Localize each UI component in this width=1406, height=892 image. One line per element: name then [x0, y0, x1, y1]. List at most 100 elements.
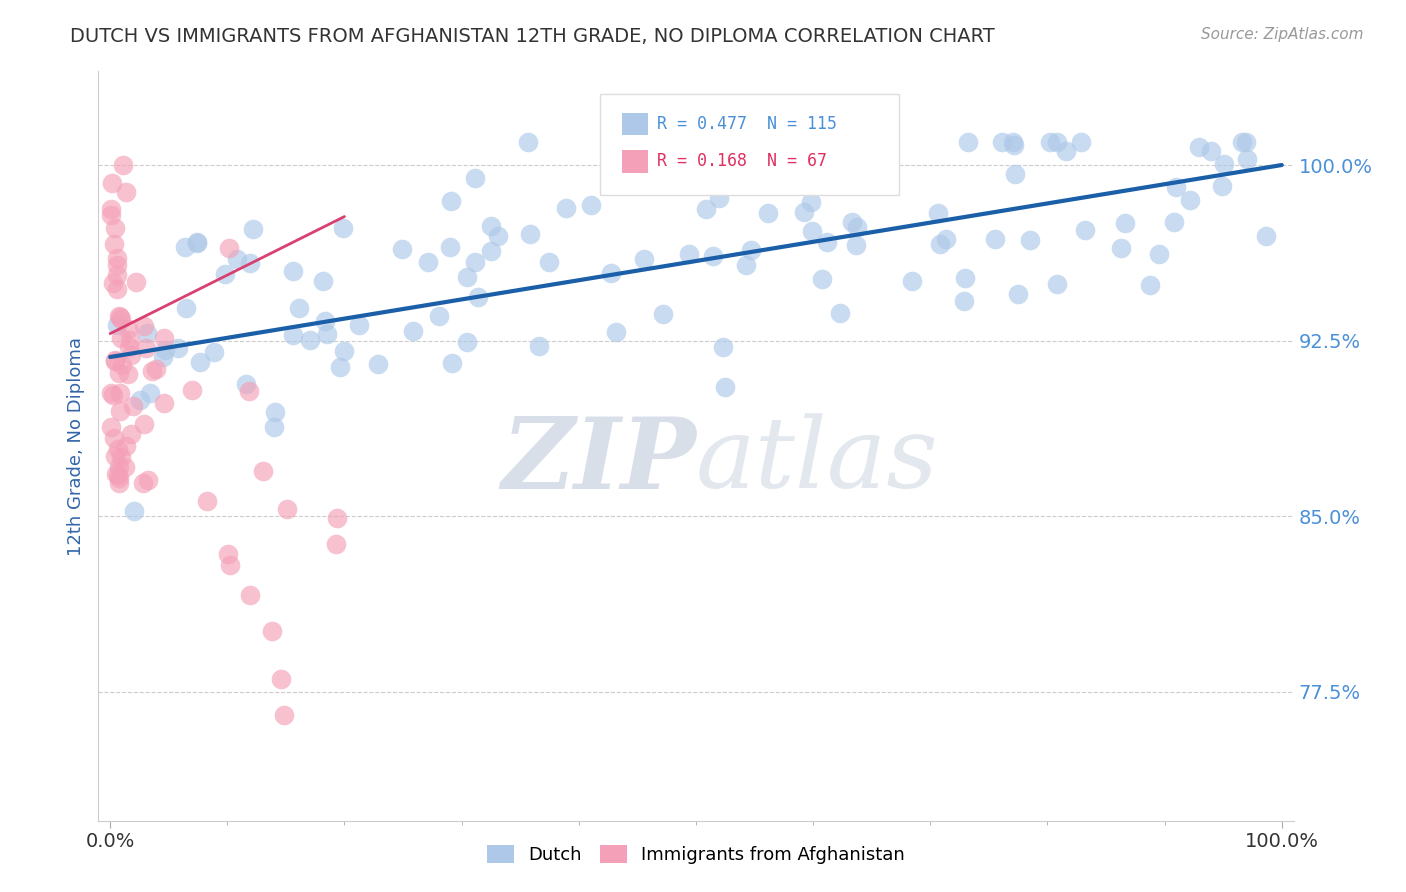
Point: [1007, 286, 1029, 301]
Point: [845, 238, 868, 252]
Y-axis label: 12th Grade, No Diploma: 12th Grade, No Diploma: [66, 336, 84, 556]
Point: [239, 588, 262, 602]
Point: [186, 235, 208, 249]
Point: [325, 537, 347, 551]
Point: [579, 198, 602, 212]
Point: [218, 241, 240, 255]
Point: [135, 341, 157, 355]
Point: [117, 322, 139, 336]
Point: [281, 264, 304, 278]
Point: [402, 324, 425, 338]
Point: [953, 293, 976, 308]
Point: [756, 206, 779, 220]
Point: [740, 244, 762, 258]
Point: [235, 377, 257, 392]
Point: [122, 399, 145, 413]
Point: [118, 340, 141, 354]
Point: [815, 235, 838, 249]
Point: [367, 357, 389, 371]
Point: [132, 475, 155, 490]
Point: [633, 252, 655, 267]
Point: [152, 350, 174, 364]
Point: [225, 252, 247, 266]
Point: [105, 318, 128, 332]
Point: [107, 459, 129, 474]
Point: [110, 330, 132, 344]
Point: [1164, 179, 1187, 194]
FancyBboxPatch shape: [600, 94, 900, 195]
Point: [217, 547, 239, 561]
Point: [709, 191, 731, 205]
Point: [145, 362, 167, 376]
Point: [711, 340, 734, 354]
Point: [441, 356, 464, 370]
Point: [276, 501, 298, 516]
Point: [252, 464, 274, 478]
Point: [517, 135, 540, 149]
Point: [110, 450, 132, 464]
Point: [928, 236, 950, 251]
Point: [1002, 135, 1025, 149]
Point: [1019, 233, 1042, 247]
Point: [141, 364, 163, 378]
Point: [1147, 247, 1170, 261]
Point: [332, 221, 354, 235]
Point: [120, 427, 142, 442]
Point: [1188, 140, 1211, 154]
Point: [152, 395, 174, 409]
Point: [108, 310, 131, 324]
Point: [702, 249, 724, 263]
Point: [1139, 278, 1161, 293]
Point: [118, 334, 141, 348]
Text: R = 0.168  N = 67: R = 0.168 N = 67: [657, 153, 827, 170]
Point: [195, 494, 218, 508]
Point: [202, 344, 225, 359]
Point: [139, 385, 162, 400]
Point: [614, 170, 637, 185]
Point: [605, 325, 627, 339]
Point: [238, 384, 260, 398]
Point: [107, 470, 129, 484]
Point: [101, 176, 124, 190]
Point: [1256, 228, 1278, 243]
Point: [467, 290, 489, 304]
Text: DUTCH VS IMMIGRANTS FROM AFGHANISTAN 12TH GRADE, NO DIPLOMA CORRELATION CHART: DUTCH VS IMMIGRANTS FROM AFGHANISTAN 12T…: [70, 27, 995, 45]
Point: [239, 256, 262, 270]
Point: [695, 202, 717, 216]
Point: [270, 672, 292, 686]
Point: [811, 271, 834, 285]
Point: [830, 305, 852, 319]
Point: [273, 708, 295, 723]
Point: [554, 202, 576, 216]
Point: [111, 358, 134, 372]
Point: [1039, 135, 1062, 149]
Point: [519, 227, 541, 241]
Point: [188, 354, 211, 368]
Point: [800, 224, 823, 238]
Legend: Dutch, Immigrants from Afghanistan: Dutch, Immigrants from Afghanistan: [479, 838, 912, 871]
Point: [103, 449, 125, 463]
Point: [486, 228, 509, 243]
Point: [803, 152, 825, 166]
Point: [181, 384, 204, 398]
Point: [1070, 135, 1092, 149]
Point: [114, 460, 136, 475]
Point: [714, 380, 737, 394]
Point: [288, 301, 311, 315]
Point: [260, 624, 283, 638]
Point: [117, 368, 139, 382]
Point: [107, 476, 129, 491]
Point: [214, 267, 236, 281]
Point: [312, 274, 335, 288]
Point: [479, 244, 502, 258]
Point: [984, 232, 1007, 246]
Point: [132, 417, 155, 431]
Point: [329, 359, 352, 374]
Point: [100, 386, 122, 401]
Point: [108, 385, 131, 400]
Point: [132, 318, 155, 333]
Point: [529, 339, 551, 353]
Point: [956, 135, 979, 149]
Point: [298, 334, 321, 348]
Point: [1180, 193, 1202, 207]
